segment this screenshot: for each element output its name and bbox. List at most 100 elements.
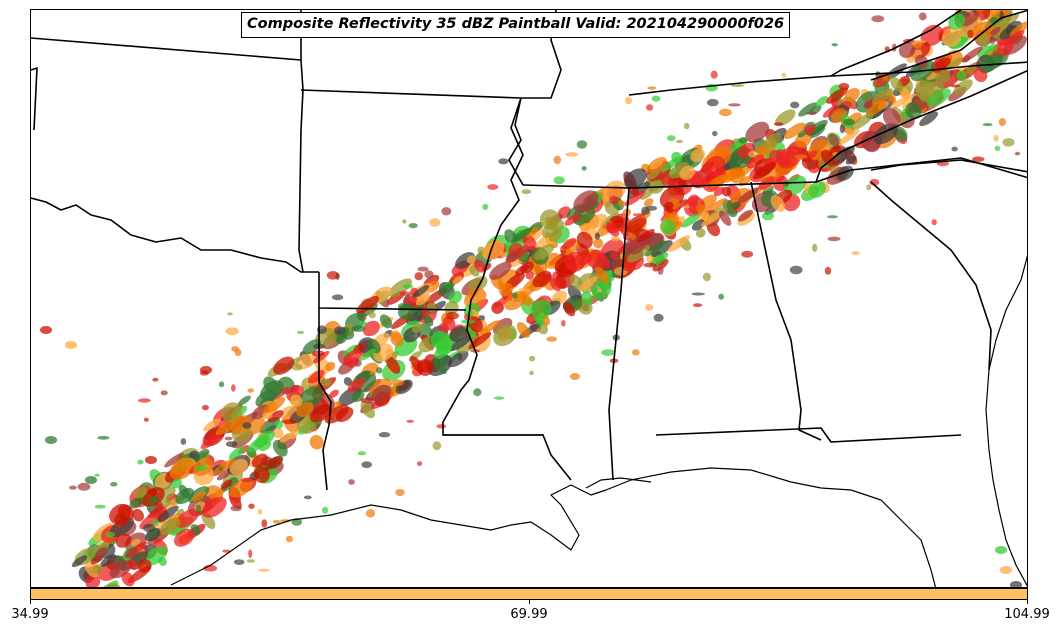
reflectivity-blob <box>359 348 376 361</box>
reflectivity-blob <box>651 240 673 258</box>
reflectivity-blob <box>649 158 664 170</box>
reflectivity-blob <box>707 98 719 107</box>
reflectivity-blob <box>595 266 610 284</box>
reflectivity-blob <box>493 324 517 347</box>
reflectivity-blob <box>630 233 636 240</box>
reflectivity-blob <box>445 312 459 320</box>
reflectivity-blob <box>837 129 860 146</box>
reflectivity-blob <box>738 137 748 144</box>
reflectivity-blob <box>915 80 935 100</box>
ok-tx-red-river <box>31 197 319 273</box>
reflectivity-blob <box>498 158 509 165</box>
reflectivity-blob <box>730 84 745 87</box>
reflectivity-blob <box>473 259 486 273</box>
reflectivity-blob <box>464 288 487 309</box>
ia-il-river <box>508 10 562 186</box>
reflectivity-blob <box>990 26 1001 36</box>
reflectivity-blob <box>748 150 757 158</box>
reflectivity-blob <box>691 219 706 231</box>
reflectivity-blob <box>808 150 817 159</box>
reflectivity-blob <box>866 184 872 191</box>
reflectivity-blob <box>666 135 676 142</box>
reflectivity-blob <box>518 287 531 292</box>
reflectivity-blob <box>253 466 270 484</box>
reflectivity-blob <box>593 238 604 249</box>
reflectivity-blob <box>719 108 732 117</box>
reflectivity-blob <box>94 473 100 477</box>
reflectivity-blob <box>624 168 648 189</box>
reflectivity-blob <box>683 122 690 130</box>
reflectivity-blob <box>530 299 552 320</box>
reflectivity-blob <box>627 244 651 263</box>
reflectivity-blob <box>581 291 594 305</box>
reflectivity-blob <box>85 476 97 484</box>
reflectivity-blob <box>45 436 57 444</box>
reflectivity-blob <box>237 395 251 406</box>
reflectivity-blob <box>643 262 657 268</box>
reflectivity-blob <box>573 190 599 213</box>
reflectivity-blob <box>649 252 669 267</box>
reflectivity-blob <box>597 288 602 293</box>
reflectivity-blob <box>180 438 187 445</box>
ohio-river <box>628 61 1027 96</box>
reflectivity-blob <box>920 24 944 47</box>
reflectivity-blob <box>448 290 463 304</box>
reflectivity-blob <box>191 490 206 502</box>
reflectivity-blob <box>105 531 116 538</box>
reflectivity-blob <box>408 223 418 229</box>
reflectivity-blob <box>124 547 138 559</box>
reflectivity-blob <box>972 156 985 162</box>
reflectivity-blob <box>444 301 459 315</box>
map-panel <box>30 9 1028 588</box>
reflectivity-blob <box>178 484 191 499</box>
mo-bootheel <box>522 184 630 189</box>
reflectivity-blob <box>436 424 447 429</box>
reflectivity-blob <box>831 43 838 47</box>
reflectivity-blob <box>432 441 442 451</box>
reflectivity-blob <box>821 149 836 167</box>
reflectivity-blob <box>773 122 784 126</box>
colorbar-tick-mid <box>529 600 530 604</box>
reflectivity-blob <box>376 367 383 374</box>
reflectivity-blob <box>414 272 424 281</box>
reflectivity-blob <box>804 124 816 136</box>
va-border <box>870 10 1027 81</box>
reflectivity-blob <box>956 70 967 81</box>
reflectivity-blob <box>309 434 324 450</box>
reflectivity-blob <box>69 485 77 490</box>
ms-al-border <box>608 187 630 481</box>
reflectivity-blob <box>728 167 746 184</box>
reflectivity-blob <box>417 461 423 467</box>
reflectivity-blob <box>516 322 531 338</box>
ms-la-south <box>443 434 572 481</box>
reflectivity-blob <box>193 449 210 462</box>
reflectivity-blob <box>275 420 284 429</box>
reflectivity-blob <box>358 321 368 326</box>
ks-mo-border <box>298 10 304 273</box>
reflectivity-blob <box>95 547 108 558</box>
reflectivity-blob <box>950 84 961 88</box>
ok-ks-border <box>31 37 302 61</box>
reflectivity-blob <box>845 155 857 165</box>
reflectivity-blob <box>645 304 654 311</box>
reflectivity-blob <box>390 332 404 347</box>
reflectivity-blob <box>230 505 242 512</box>
reflectivity-blob <box>97 435 110 440</box>
reflectivity-blob <box>578 276 598 291</box>
reflectivity-blob <box>745 121 770 143</box>
reflectivity-blob <box>718 293 725 300</box>
reflectivity-blob <box>296 401 314 418</box>
reflectivity-blob <box>498 282 513 297</box>
reflectivity-blob <box>347 378 366 393</box>
reflectivity-blob <box>203 418 221 432</box>
reflectivity-blob <box>977 32 991 47</box>
reflectivity-blob <box>561 320 566 327</box>
reflectivity-blob <box>755 146 764 152</box>
reflectivity-blob <box>137 558 152 573</box>
ky-east <box>830 10 962 77</box>
reflectivity-blob <box>303 495 312 500</box>
reflectivity-blob <box>159 517 181 536</box>
reflectivity-blob <box>201 404 209 411</box>
reflectivity-blob <box>512 292 518 299</box>
reflectivity-blob <box>499 251 507 258</box>
